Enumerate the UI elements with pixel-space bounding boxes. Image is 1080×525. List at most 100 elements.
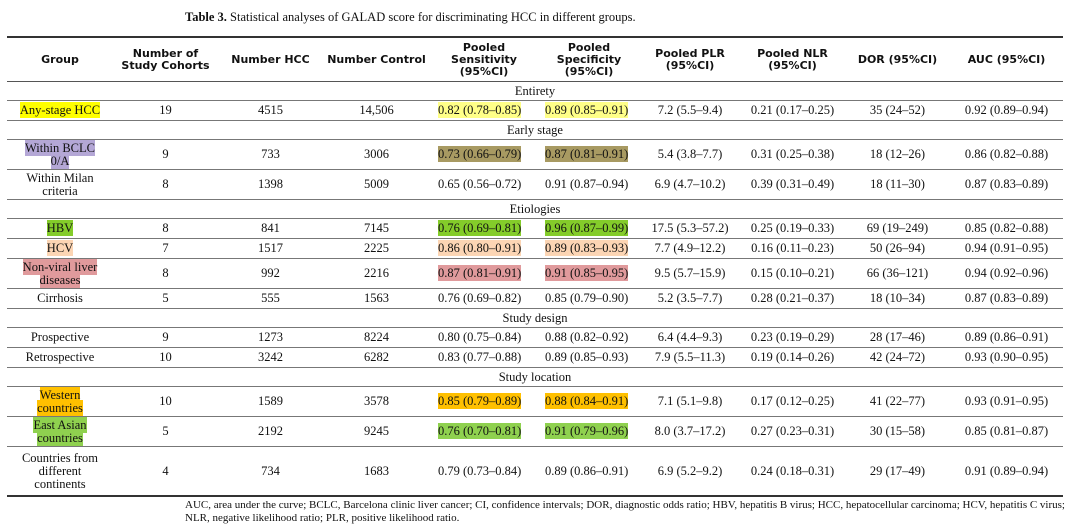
cell-value: 3006 (364, 147, 389, 161)
cell-hcc: 3242 (218, 347, 323, 368)
cell-group: Cirrhosis (7, 288, 113, 309)
cell-value: 555 (261, 291, 280, 305)
cell-value: 733 (261, 147, 280, 161)
cell-auc: 0.86 (0.82–0.88) (950, 139, 1063, 170)
cell-sens: 0.73 (0.66–0.79) (430, 139, 538, 170)
group-label: Within BCLC 0/A (25, 139, 95, 169)
cell-value: 17.5 (5.3–57.2) (651, 221, 729, 235)
cell-value: 5 (162, 424, 169, 438)
cell-dor: 35 (24–52) (845, 100, 950, 121)
cell-hcc: 1398 (218, 169, 323, 200)
section-title: Etiologies (7, 199, 1063, 219)
cell-control: 2216 (323, 258, 430, 289)
cell-value: 3242 (258, 350, 283, 364)
cell-plr: 17.5 (5.3–57.2) (640, 218, 740, 239)
cell-auc: 0.93 (0.90–0.95) (950, 347, 1063, 368)
cell-value: 0.89 (0.85–0.91) (545, 102, 629, 118)
cell-value: 0.89 (0.83–0.93) (545, 240, 629, 256)
cell-value: 0.76 (0.69–0.82) (438, 291, 522, 305)
cell-spec: 0.91 (0.87–0.94) (538, 169, 640, 200)
cell-value: 0.87 (0.81–0.91) (545, 146, 629, 162)
cell-nlr: 0.16 (0.11–0.23) (740, 238, 845, 259)
cell-value: 1589 (258, 394, 283, 408)
group-label: Prospective (30, 330, 90, 344)
cell-value: 1398 (258, 177, 283, 191)
cell-spec: 0.91 (0.85–0.95) (538, 258, 640, 289)
cell-dor: 42 (24–72) (845, 347, 950, 368)
cell-nlr: 0.15 (0.10–0.21) (740, 258, 845, 289)
cell-sens: 0.76 (0.69–0.82) (430, 288, 538, 309)
cell-hcc: 841 (218, 218, 323, 239)
cell-value: 0.89 (0.86–0.91) (964, 330, 1049, 344)
cell-group: East Asian countries (7, 416, 113, 447)
header-cohorts: Number of Study Cohorts (113, 37, 218, 82)
cell-value: 0.91 (0.89–0.94) (964, 463, 1049, 478)
header-hcc: Number HCC (218, 37, 323, 82)
cell-auc: 0.92 (0.89–0.94) (950, 100, 1063, 121)
cell-spec: 0.89 (0.85–0.91) (538, 100, 640, 121)
cell-dor: 29 (17–49) (845, 446, 950, 497)
cell-value: 2192 (258, 424, 283, 438)
cell-value: 8 (162, 266, 169, 280)
table-row: Prospective 9 1273 8224 0.80 (0.75–0.84) 0.88… (7, 327, 1063, 348)
cell-value: 50 (26–94) (869, 241, 926, 255)
cell-value: 0.85 (0.79–0.89) (438, 393, 522, 409)
group-label: Non-viral liver diseases (22, 258, 98, 288)
cell-value: 0.15 (0.10–0.21) (750, 266, 835, 280)
cell-auc: 0.91 (0.89–0.94) (950, 446, 1063, 497)
header-dor: DOR (95%CI) (845, 37, 950, 82)
section-row: Early stage (7, 120, 1063, 140)
cell-nlr: 0.31 (0.25–0.38) (740, 139, 845, 170)
cell-value: 19 (159, 103, 172, 117)
cell-value: 41 (22–77) (869, 394, 926, 408)
cell-dor: 41 (22–77) (845, 386, 950, 417)
cell-value: 18 (11–30) (870, 177, 925, 191)
cell-hcc: 1273 (218, 327, 323, 348)
cell-sens: 0.65 (0.56–0.72) (430, 169, 538, 200)
cell-plr: 7.9 (5.5–11.3) (640, 347, 740, 368)
cell-group: Western countries (7, 386, 113, 417)
cell-value: 0.85 (0.82–0.88) (964, 221, 1049, 235)
cell-control: 14,506 (323, 100, 430, 121)
cell-value: 66 (36–121) (866, 266, 929, 280)
cell-group: Within Milan criteria (7, 169, 113, 200)
cell-value: 0.91 (0.85–0.95) (545, 265, 629, 281)
header-plr: Pooled PLR (95%CI) (640, 37, 740, 82)
cell-value: 0.73 (0.66–0.79) (438, 146, 522, 162)
table-row: Countries from different continents 4 734 1… (7, 446, 1063, 497)
header-auc: AUC (95%CI) (950, 37, 1063, 82)
cell-nlr: 0.24 (0.18–0.31) (740, 446, 845, 497)
cell-group: Within BCLC 0/A (7, 139, 113, 170)
cell-sens: 0.76 (0.69–0.81) (430, 218, 538, 239)
cell-value: 0.16 (0.11–0.23) (751, 241, 834, 255)
header-group: Group (7, 37, 113, 82)
cell-cohorts: 5 (113, 288, 218, 309)
group-label: HCV (46, 240, 74, 256)
cell-plr: 6.9 (5.2–9.2) (640, 446, 740, 497)
cell-value: 0.79 (0.73–0.84) (438, 463, 522, 478)
cell-value: 7 (162, 241, 169, 255)
cell-plr: 7.2 (5.5–9.4) (640, 100, 740, 121)
cell-value: 10 (159, 394, 172, 408)
section-row: Etiologies (7, 199, 1063, 219)
group-label: Any-stage HCC (19, 102, 101, 118)
cell-value: 0.87 (0.83–0.89) (964, 291, 1049, 305)
cell-value: 0.83 (0.77–0.88) (438, 350, 522, 364)
cell-value: 4515 (258, 103, 283, 117)
cell-cohorts: 8 (113, 169, 218, 200)
cell-value: 42 (24–72) (869, 350, 926, 364)
cell-sens: 0.79 (0.73–0.84) (430, 446, 538, 497)
cell-sens: 0.85 (0.79–0.89) (430, 386, 538, 417)
cell-auc: 0.93 (0.91–0.95) (950, 386, 1063, 417)
cell-value: 0.24 (0.18–0.31) (750, 463, 835, 478)
cell-hcc: 733 (218, 139, 323, 170)
cell-value: 6.4 (4.4–9.3) (657, 330, 723, 344)
cell-sens: 0.87 (0.81–0.91) (430, 258, 538, 289)
cell-control: 2225 (323, 238, 430, 259)
cell-group: Non-viral liver diseases (7, 258, 113, 289)
cell-value: 0.80 (0.75–0.84) (438, 330, 522, 344)
cell-auc: 0.87 (0.83–0.89) (950, 288, 1063, 309)
cell-value: 0.85 (0.79–0.90) (545, 291, 629, 305)
cell-spec: 0.96 (0.87–0.99) (538, 218, 640, 239)
section-row: Study location (7, 367, 1063, 387)
